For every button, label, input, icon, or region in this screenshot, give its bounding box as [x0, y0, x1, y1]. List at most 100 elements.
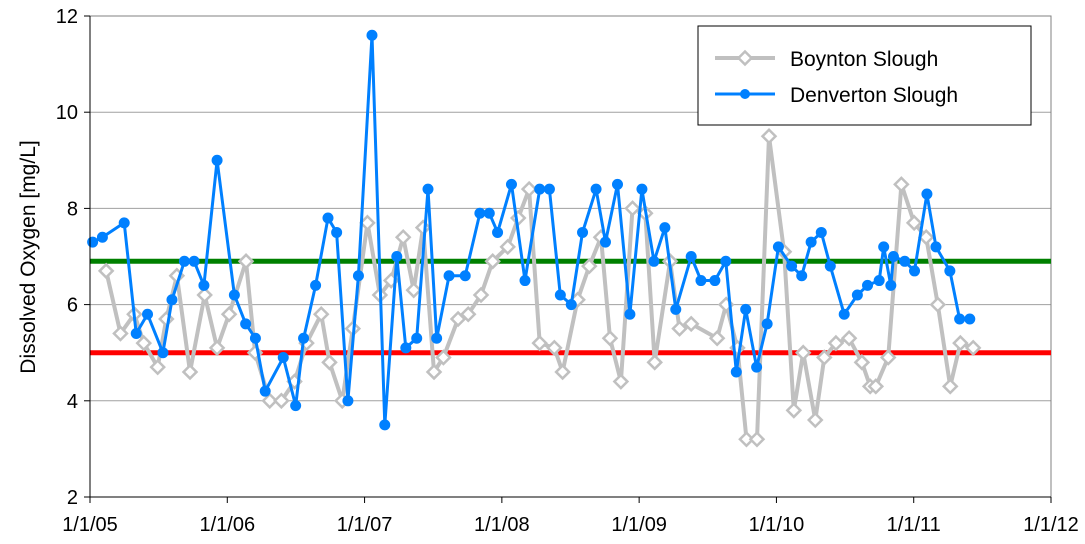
data-point-circle [188, 255, 200, 267]
data-point-circle [157, 347, 169, 359]
legend-label: Denverton Slough [790, 84, 958, 107]
data-point-circle [577, 226, 589, 238]
data-point-circle [352, 270, 364, 282]
x-tick-label: 1/1/09 [611, 514, 667, 536]
data-point-diamond [806, 411, 824, 429]
data-point-circle [709, 275, 721, 287]
x-tick-label: 1/1/07 [337, 514, 393, 536]
data-point-circle [228, 289, 240, 301]
data-point-diamond [220, 305, 238, 323]
data-point-diamond [459, 305, 477, 323]
data-point-circle [851, 289, 863, 301]
data-point-circle [772, 241, 784, 253]
legend-label: Boynton Slough [790, 48, 938, 71]
data-point-diamond [624, 200, 641, 217]
data-point-circle [659, 222, 671, 234]
data-point-diamond [484, 253, 501, 270]
x-tick-label: 1/1/08 [474, 514, 530, 536]
data-point-circle [838, 308, 850, 320]
data-point-diamond [312, 305, 330, 323]
data-point-circle [751, 361, 763, 373]
data-point-circle [400, 342, 412, 354]
data-point-circle [519, 275, 531, 287]
data-point-diamond [840, 330, 858, 347]
data-point-diamond [853, 354, 871, 371]
data-point-diamond [893, 176, 910, 193]
data-point-circle [944, 265, 956, 277]
data-point-diamond [405, 281, 422, 299]
data-point-diamond [682, 315, 700, 333]
data-point-circle [422, 183, 434, 195]
data-point-circle [930, 241, 942, 253]
y-tick-label: 12 [56, 6, 78, 28]
data-point-diamond [671, 320, 688, 337]
data-point-diamond [394, 228, 412, 246]
data-point-circle [599, 236, 611, 248]
data-point-circle [130, 327, 142, 339]
data-point-circle [366, 29, 378, 41]
data-point-circle [249, 332, 261, 344]
data-point-circle [899, 255, 911, 267]
legend-marker-diamond [736, 49, 754, 67]
data-point-diamond [708, 330, 726, 347]
data-point-diamond [748, 431, 766, 448]
data-point-diamond [425, 363, 443, 381]
data-point-circle [824, 260, 836, 272]
series-boynton-slough [97, 127, 982, 448]
x-tick-label: 1/1/05 [62, 514, 118, 536]
data-point-circle [761, 318, 773, 330]
data-point-circle [331, 226, 343, 238]
data-point-diamond [760, 127, 778, 145]
data-point-circle [259, 385, 271, 397]
data-point-diamond [646, 354, 663, 371]
data-point-diamond [359, 214, 376, 232]
data-point-diamond [785, 402, 803, 419]
data-point-circle [554, 289, 566, 301]
data-point-diamond [520, 180, 538, 198]
data-point-circle [695, 275, 707, 287]
series-line [104, 134, 974, 442]
series-denverton-slough [87, 29, 976, 431]
data-point-circle [648, 255, 660, 267]
data-point-circle [322, 212, 334, 224]
data-point-diamond [941, 378, 959, 395]
y-tick-label: 6 [67, 295, 78, 317]
x-tick-label: 1/1/10 [749, 514, 805, 536]
data-point-circle [887, 251, 899, 262]
data-point-circle [964, 313, 976, 325]
data-point-circle [885, 279, 897, 291]
data-point-diamond [827, 334, 845, 352]
data-point-circle [240, 318, 252, 330]
data-point-circle [954, 313, 966, 325]
data-point-circle [565, 299, 577, 311]
legend-box [697, 25, 1032, 126]
data-point-diamond [449, 310, 467, 328]
data-point-diamond [794, 344, 812, 361]
data-point-diamond [867, 378, 885, 395]
data-point-diamond [917, 228, 935, 246]
data-point-circle [878, 241, 890, 253]
data-point-circle [178, 255, 190, 267]
data-point-diamond [581, 257, 598, 275]
data-point-circle [730, 366, 742, 378]
data-point-circle [411, 332, 423, 344]
data-point-diamond [181, 363, 199, 381]
data-point-diamond [531, 334, 548, 352]
data-point-circle [443, 270, 455, 282]
data-point-circle [786, 260, 798, 272]
data-point-circle [685, 251, 697, 262]
data-point-diamond [879, 349, 897, 366]
data-point-circle [909, 265, 921, 277]
x-tick-label: 1/1/06 [199, 514, 255, 536]
data-point-diamond [546, 339, 563, 357]
y-axis-label: Dissolved Oxygen [mg/L] [17, 140, 40, 373]
data-point-diamond [472, 286, 490, 304]
data-point-diamond [149, 358, 166, 376]
series-layer [87, 29, 982, 448]
x-tick-label: 1/1/12 [1023, 514, 1079, 536]
data-point-circle [277, 352, 289, 364]
data-point-diamond [601, 330, 619, 347]
data-point-diamond [261, 392, 278, 410]
data-point-circle [805, 236, 817, 248]
